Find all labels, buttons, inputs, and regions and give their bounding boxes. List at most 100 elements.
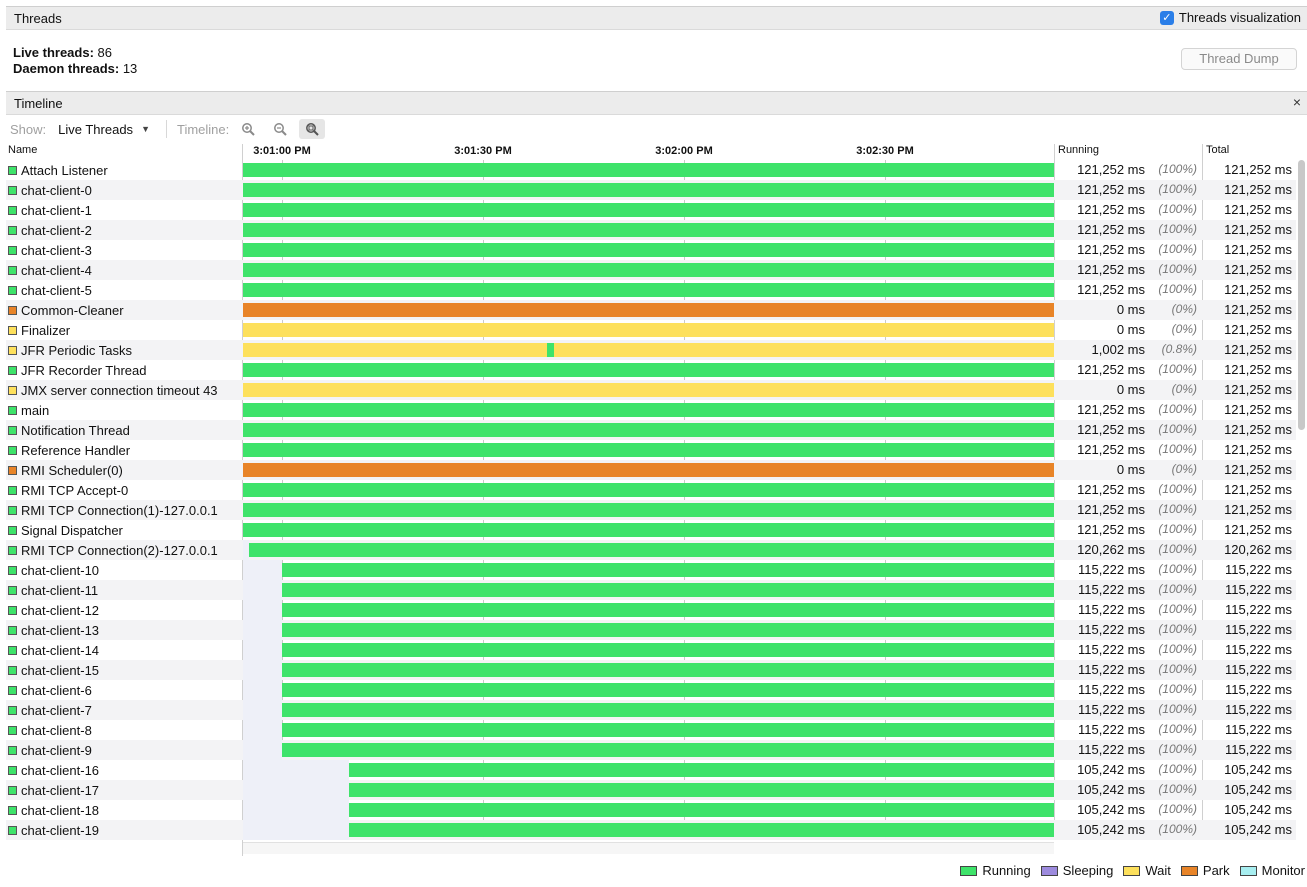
table-row[interactable]: chat-client-13 115,222 ms (100%) 115,222 ms [6,620,1296,640]
legend-item: Monitor [1239,863,1305,878]
table-row[interactable]: chat-client-15 115,222 ms (100%) 115,222 ms [6,660,1296,680]
thread-running-time: 121,252 ms [1077,222,1145,237]
thread-state-icon [8,585,17,595]
timeline-column-divider[interactable] [1054,144,1055,840]
thread-running-time: 121,252 ms [1077,282,1145,297]
timeline-horizontal-scrollbar[interactable] [243,842,1054,854]
table-row[interactable]: chat-client-19 105,242 ms (100%) 105,242 ms [6,820,1296,840]
table-row[interactable]: Signal Dispatcher 121,252 ms (100%) 121,252… [6,520,1296,540]
table-row[interactable]: Attach Listener 121,252 ms (100%) 121,252 m… [6,160,1296,180]
thread-running-time: 121,252 ms [1077,262,1145,277]
table-row[interactable]: chat-client-1 121,252 ms (100%) 121,252 ms [6,200,1296,220]
thread-not-started-segment [243,760,350,780]
table-row[interactable]: chat-client-17 105,242 ms (100%) 105,242 ms [6,780,1296,800]
thread-name: chat-client-8 [21,722,92,738]
thread-running-percent: (100%) [1158,802,1197,816]
legend-label: Running [982,863,1031,878]
checkbox-checked-icon[interactable]: ✓ [1159,10,1174,25]
table-row[interactable]: RMI TCP Connection(2)-127.0.0.1 120,262 m… [6,540,1296,560]
table-row[interactable]: chat-client-10 115,222 ms (100%) 115,222 ms [6,560,1296,580]
table-row[interactable]: chat-client-4 121,252 ms (100%) 121,252 ms [6,260,1296,280]
table-row[interactable]: Finalizer 0 ms (0%) 121,252 ms [6,320,1296,340]
table-row[interactable]: chat-client-8 115,222 ms (100%) 115,222 ms [6,720,1296,740]
thread-running-percent: (100%) [1158,742,1197,756]
table-row[interactable]: RMI TCP Accept-0 121,252 ms (100%) 121,252 … [6,480,1296,500]
table-row[interactable]: JMX server connection timeout 43 0 ms (0%)… [6,380,1296,400]
thread-total-time: 121,252 ms [1224,482,1292,497]
table-row[interactable]: Common-Cleaner 0 ms (0%) 121,252 ms [6,300,1296,320]
thread-name-cell: chat-client-2 [8,222,92,238]
table-row[interactable]: Notification Thread 121,252 ms (100%) 121,2… [6,420,1296,440]
thread-timeline-track [243,540,1055,560]
thread-name-cell: main [8,402,49,418]
thread-name-cell: JMX server connection timeout 43 [8,382,218,398]
thread-timeline-track [243,500,1055,520]
thread-total-time: 121,252 ms [1224,322,1292,337]
thread-table: Attach Listener 121,252 ms (100%) 121,252 m… [0,160,1296,840]
zoom-out-icon[interactable] [267,119,293,139]
name-column-header[interactable]: Name [8,144,38,156]
timeline-tick-label: 3:02:00 PM [655,145,713,157]
table-row[interactable]: chat-client-5 121,252 ms (100%) 121,252 ms [6,280,1296,300]
thread-state-bar [282,563,1054,577]
thread-timeline-track [243,440,1055,460]
thread-state-bar [243,243,1054,257]
thread-total-time: 115,222 ms [1225,642,1292,657]
table-row[interactable]: JFR Periodic Tasks 1,002 ms (0.8%) 121,252 … [6,340,1296,360]
thread-running-time: 115,222 ms [1078,702,1145,717]
thread-running-time: 115,222 ms [1078,642,1145,657]
thread-state-bar [243,183,1054,197]
table-row[interactable]: JFR Recorder Thread 121,252 ms (100%) 121,2… [6,360,1296,380]
table-vertical-scrollbar[interactable] [1298,160,1305,430]
thread-not-started-segment [243,660,283,680]
table-row[interactable]: chat-client-7 115,222 ms (100%) 115,222 ms [6,700,1296,720]
thread-name-cell: chat-client-17 [8,782,99,798]
thread-state-icon [8,645,17,655]
close-icon[interactable]: × [1292,94,1301,110]
thread-running-percent: (100%) [1158,582,1197,596]
thread-running-percent: (100%) [1158,542,1197,556]
table-row[interactable]: chat-client-2 121,252 ms (100%) 121,252 ms [6,220,1296,240]
thread-name: chat-client-19 [21,822,100,838]
zoom-in-icon[interactable] [235,119,261,139]
threads-visualization-toggle[interactable]: ✓ Threads visualization [1159,10,1301,25]
table-row[interactable]: chat-client-18 105,242 ms (100%) 105,242 ms [6,800,1296,820]
table-row[interactable]: chat-client-11 115,222 ms (100%) 115,222 ms [6,580,1296,600]
table-row[interactable]: chat-client-6 115,222 ms (100%) 115,222 ms [6,680,1296,700]
table-row[interactable]: chat-client-3 121,252 ms (100%) 121,252 ms [6,240,1296,260]
show-select[interactable]: Live Threads ▼ [52,119,156,139]
thread-state-bar [243,323,1054,337]
table-row[interactable]: chat-client-16 105,242 ms (100%) 105,242 ms [6,760,1296,780]
thread-not-started-segment [243,540,249,560]
thread-name-cell: Reference Handler [8,442,130,458]
table-row[interactable]: main 121,252 ms (100%) 121,252 ms [6,400,1296,420]
table-row[interactable]: chat-client-12 115,222 ms (100%) 115,222 ms [6,600,1296,620]
thread-name: chat-client-5 [21,282,92,298]
thread-state-bar [243,503,1054,517]
total-column-header[interactable]: Total [1206,144,1230,156]
thread-running-percent: (100%) [1158,402,1197,416]
table-row[interactable]: chat-client-0 121,252 ms (100%) 121,252 ms [6,180,1296,200]
thread-name: chat-client-12 [21,602,100,618]
table-row[interactable]: chat-client-14 115,222 ms (100%) 115,222 ms [6,640,1296,660]
legend-swatch-icon [1180,865,1198,876]
thread-running-percent: (100%) [1158,182,1197,196]
table-row[interactable]: chat-client-9 115,222 ms (100%) 115,222 ms [6,740,1296,760]
table-row[interactable]: Reference Handler 121,252 ms (100%) 121,252… [6,440,1296,460]
thread-state-icon [8,405,17,415]
thread-timeline-track [243,600,1055,620]
table-row[interactable]: RMI TCP Connection(1)-127.0.0.1 121,252 m… [6,500,1296,520]
thread-running-time: 121,252 ms [1077,522,1145,537]
thread-dump-button[interactable]: Thread Dump [1181,48,1297,70]
thread-name: Finalizer [21,322,71,338]
running-column-divider[interactable] [1202,144,1203,840]
table-row[interactable]: RMI Scheduler(0) 0 ms (0%) 121,252 ms [6,460,1296,480]
zoom-fit-icon[interactable] [299,119,326,139]
running-column-header[interactable]: Running [1058,144,1099,156]
thread-state-icon [8,365,17,375]
thread-name: chat-client-3 [21,242,92,258]
thread-timeline-track [243,300,1055,320]
thread-not-started-segment [243,740,283,760]
thread-name: Signal Dispatcher [21,522,123,538]
thread-timeline-track [243,200,1055,220]
